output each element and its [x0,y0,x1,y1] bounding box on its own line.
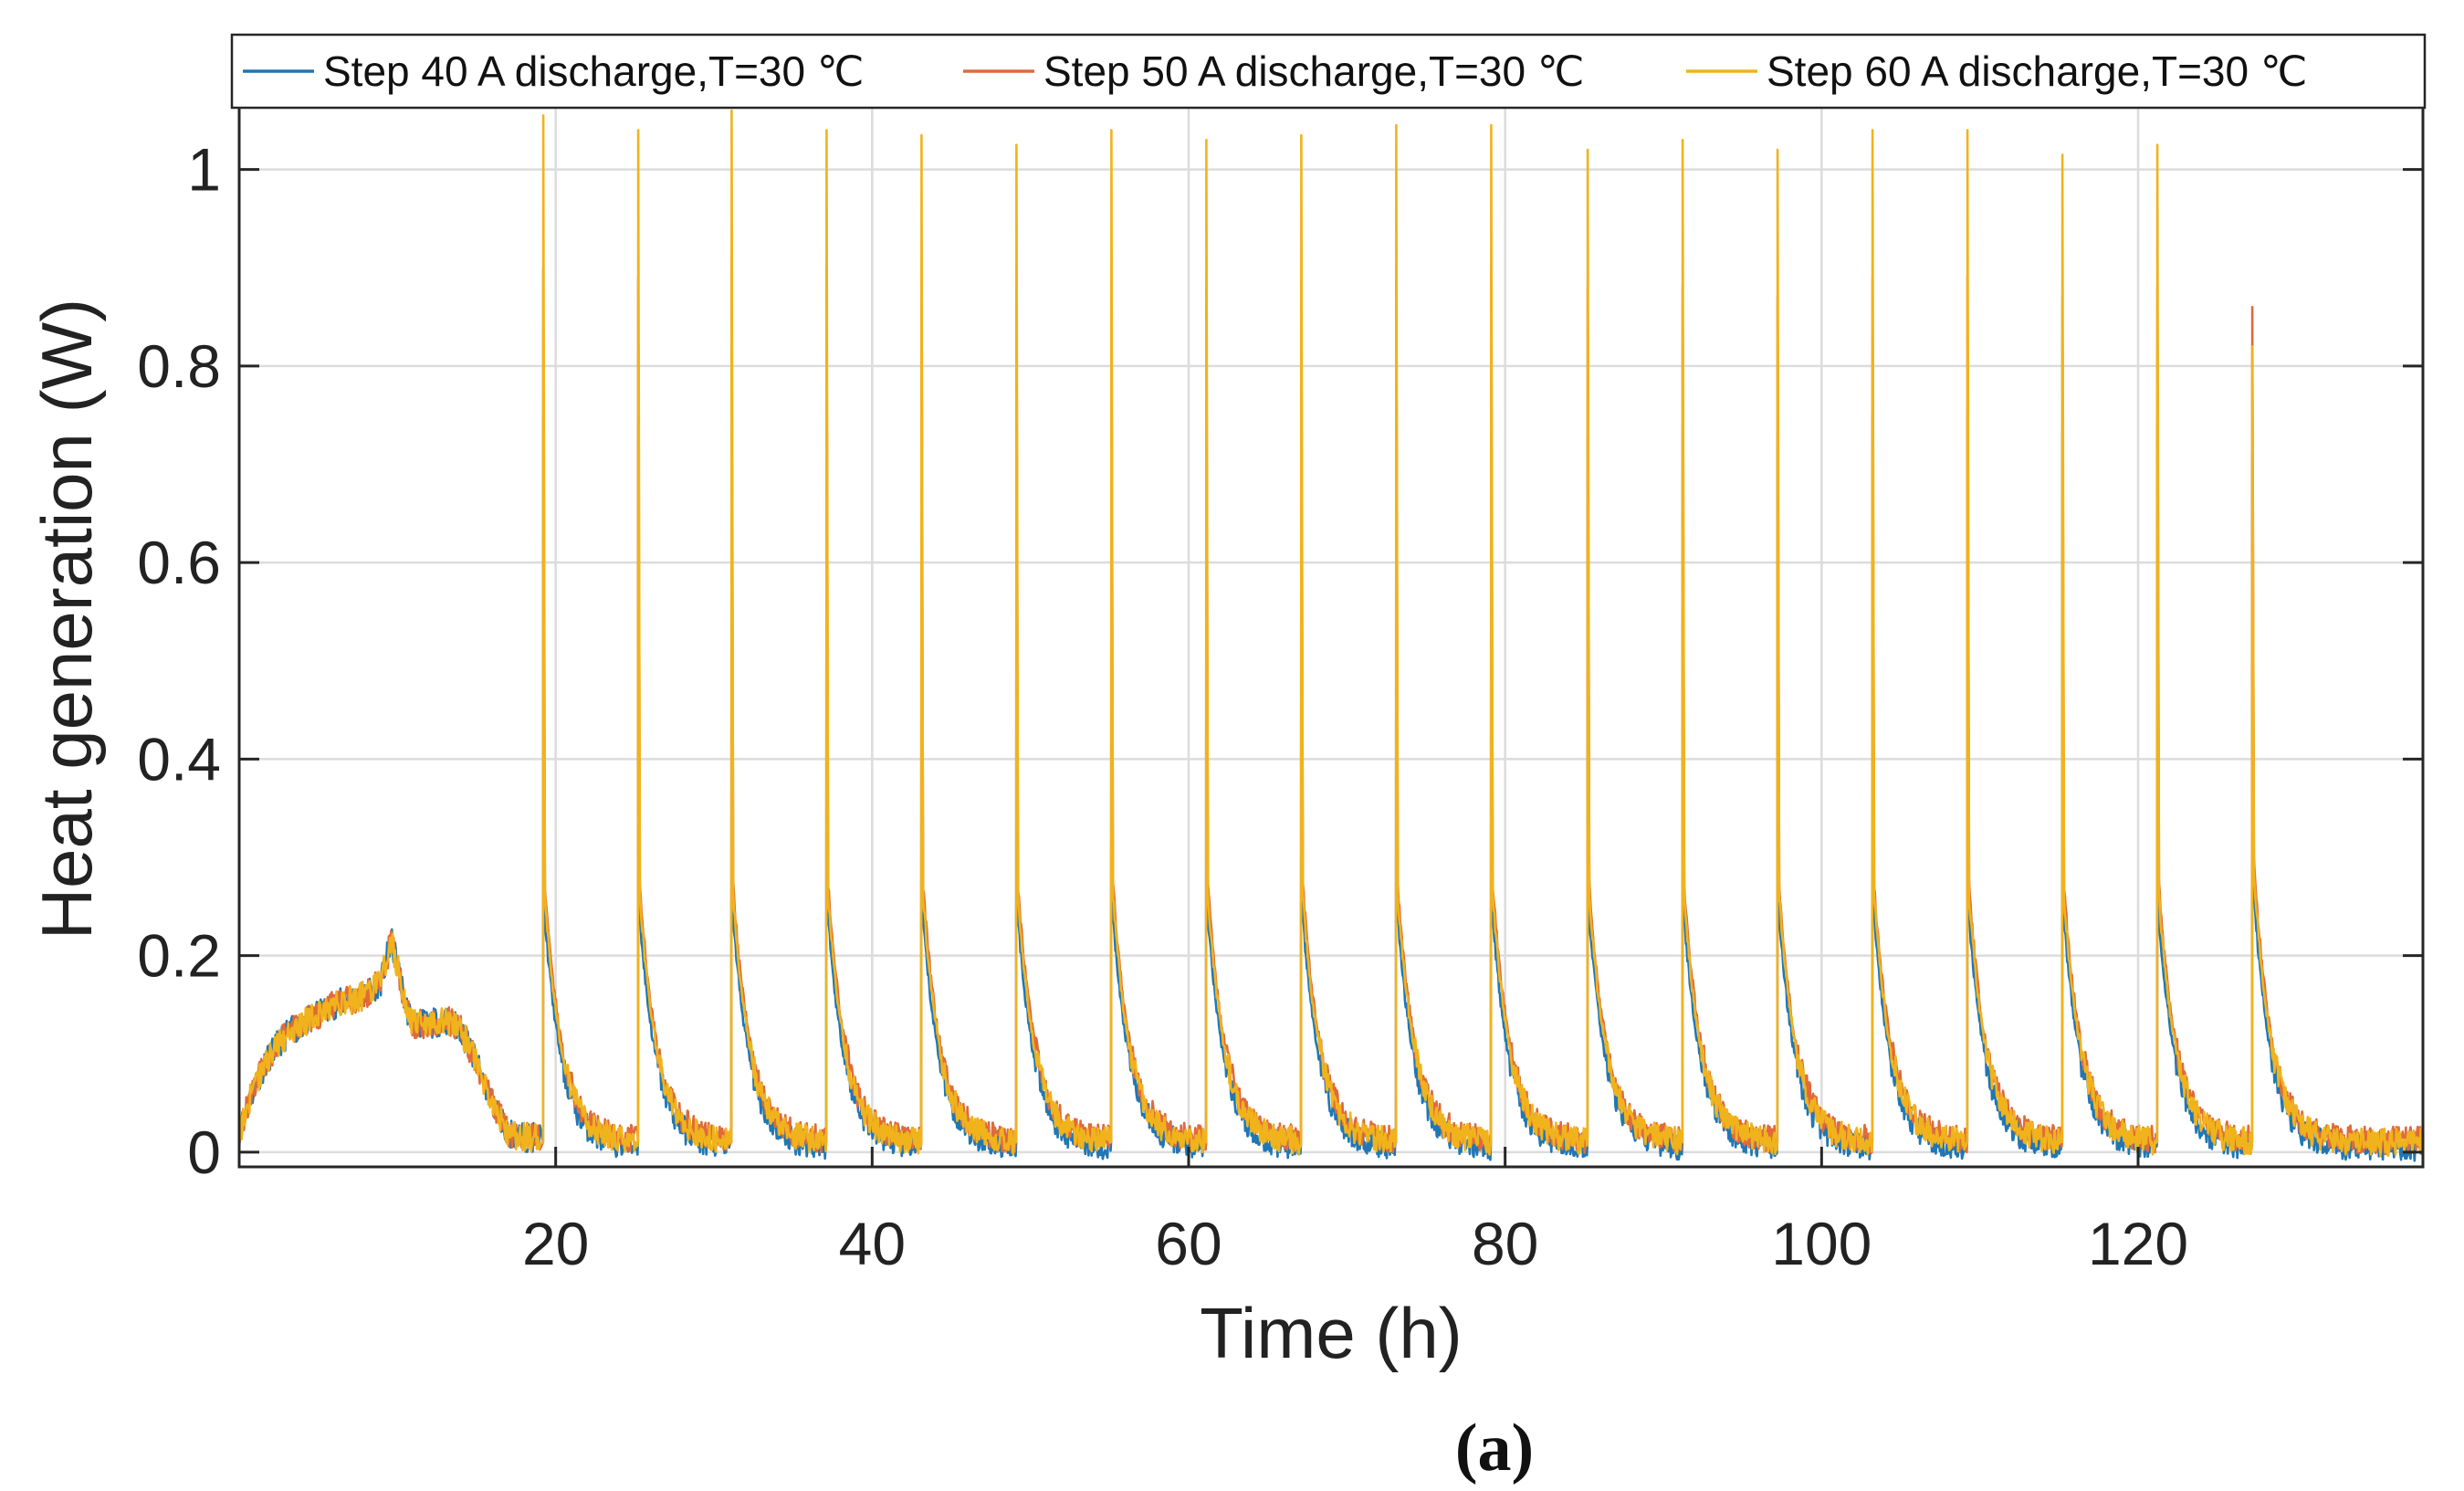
y-tick-label: 1 [187,136,221,204]
axis-ticks: 20 40 60 80 100 120 0 0.2 0.4 0.6 0.8 1 [137,71,2423,1277]
y-axis-label: Heat generation (W) [26,299,107,940]
y-tick-label: 0 [187,1118,221,1186]
x-tick-label: 80 [1472,1210,1538,1277]
x-tick-label: 20 [522,1210,589,1277]
y-tick-label: 0.2 [137,922,221,990]
x-tick-label: 60 [1155,1210,1222,1277]
x-tick-label: 120 [2088,1210,2188,1277]
x-axis-label: Time (h) [1200,1293,1462,1373]
x-tick-label: 100 [1771,1210,1872,1277]
legend: Step 40 A discharge,T=30 ℃ Step 50 A disc… [230,33,2427,110]
legend-label: Step 50 A discharge,T=30 ℃ [1043,47,1585,95]
x-tick-label: 40 [839,1210,906,1277]
y-tick-label: 0.6 [137,529,221,596]
y-tick-label: 0.4 [137,725,221,793]
legend-label: Step 40 A discharge,T=30 ℃ [323,47,865,95]
plot-series [239,109,2423,1162]
y-tick-label: 0.8 [137,332,221,400]
series-line-3 [239,109,2423,1158]
legend-label: Step 60 A discharge,T=30 ℃ [1767,47,2308,95]
legend-box [230,33,2427,110]
figure-caption: (a) [1455,1411,1534,1486]
